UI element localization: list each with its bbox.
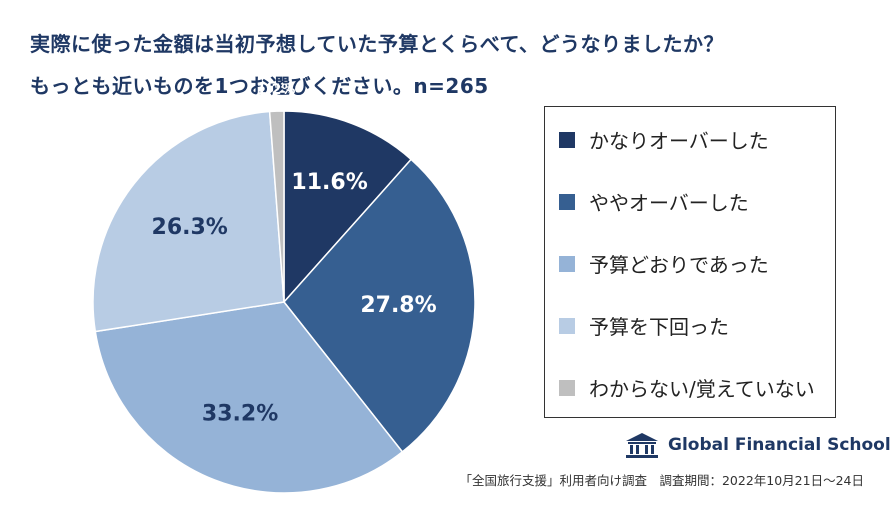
legend-swatch [559,317,575,334]
legend-item: わからない/覚えていない [559,373,815,402]
pie-slice [283,158,476,453]
legend-swatch [559,379,575,396]
legend-item: 予算を下回った [559,311,729,340]
legend-label: わからない/覚えていない [589,377,815,401]
legend-swatch [559,193,575,210]
pie-slice [283,110,413,304]
pie-slice-label: 11.6% [291,170,367,195]
survey-footnote: 「全国旅行支援」利用者向け調査 調査期間：2022年10月21日～24日 [459,473,864,488]
chart-legend: かなりオーバーした ややオーバーした 予算どおりであった 予算を下回った わから… [544,106,836,418]
legend-item: ややオーバーした [559,187,749,216]
pie-slice-label: 1.2% [257,82,296,98]
legend-swatch [559,131,575,148]
pie-slice [92,110,285,333]
legend-label: かなりオーバーした [589,129,769,153]
legend-item: かなりオーバーした [559,125,769,154]
pie-slice [268,110,285,303]
pie-slice-label: 33.2% [202,402,278,427]
legend-item: 予算どおりであった [559,249,769,278]
legend-swatch [559,255,575,272]
chart-title-line-2: もっとも近いものを1つお選びください。n=265 [30,74,489,98]
pie-slice-label: 27.8% [360,293,436,318]
pie-slice [94,301,404,494]
company-logo: Global Financial School [624,432,891,458]
legend-label: 予算どおりであった [589,253,769,277]
pie-slice-label: 26.3% [152,215,228,240]
legend-label: ややオーバーした [589,191,749,215]
logo-name: Global Financial School [668,435,891,455]
school-building-icon [626,433,658,458]
chart-title-line-1: 実際に使った金額は当初予想していた予算とくらべて、どうなりましたか？ [30,32,724,56]
legend-label: 予算を下回った [589,315,729,339]
